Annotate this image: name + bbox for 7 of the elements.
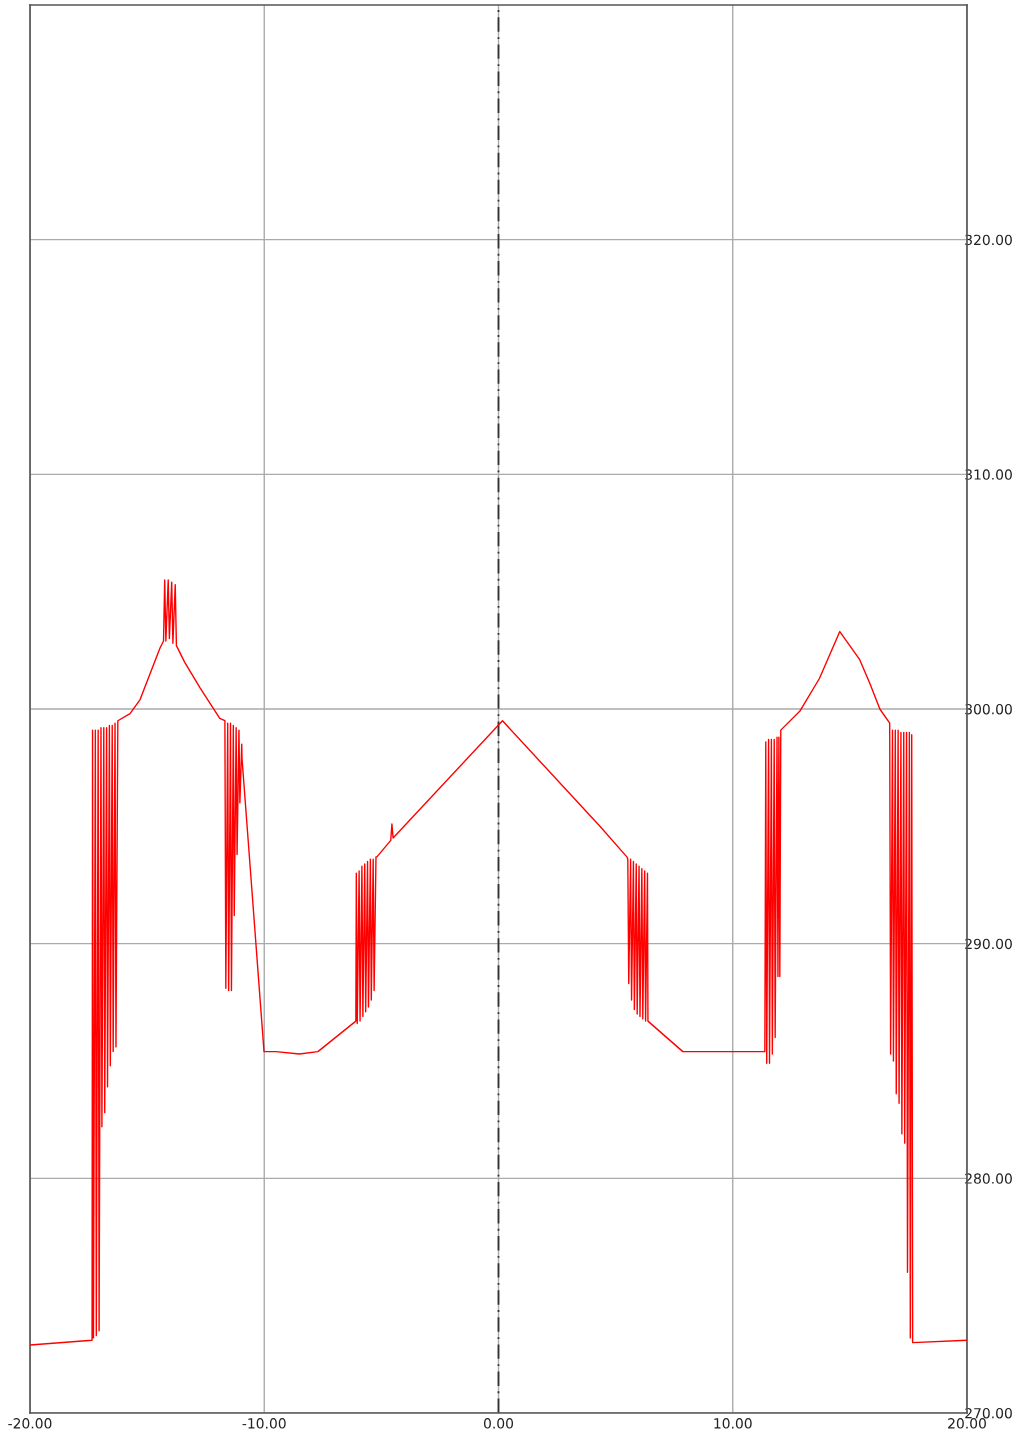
x-tick-label: 10.00 <box>714 1418 752 1429</box>
line-series <box>30 579 967 1346</box>
x-tick-label: 0.00 <box>483 1418 514 1429</box>
x-tick-label: 20.00 <box>948 1418 986 1429</box>
y-tick-label: 270.00 <box>965 1407 1012 1419</box>
x-tick-label: -20.00 <box>8 1418 52 1429</box>
x-tick-label: -10.00 <box>242 1418 286 1429</box>
